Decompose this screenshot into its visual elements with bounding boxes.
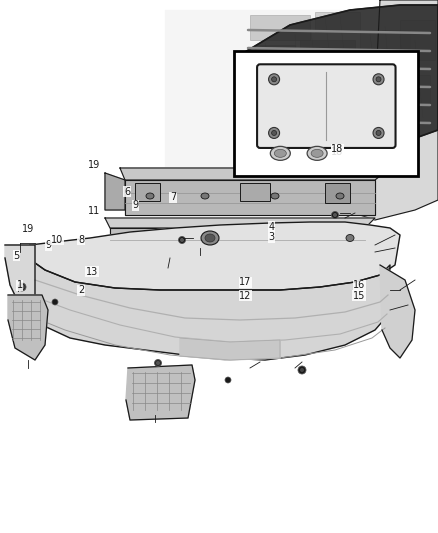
Ellipse shape [20,285,24,289]
Bar [265,80,310,105]
Bar [315,12,360,32]
Text: 15: 15 [353,291,365,301]
Ellipse shape [268,127,279,139]
Polygon shape [126,365,195,420]
Ellipse shape [52,299,58,305]
Ellipse shape [268,74,279,85]
Ellipse shape [180,238,184,242]
Ellipse shape [155,359,162,367]
Text: 19: 19 [88,160,100,170]
Bar [380,75,430,105]
Bar [300,40,355,68]
Text: 9: 9 [133,200,139,210]
Bar [325,183,350,203]
Bar [255,45,295,75]
Bar [250,15,310,40]
Ellipse shape [274,149,286,157]
Polygon shape [380,265,415,358]
Polygon shape [8,295,48,360]
Bar [135,183,160,201]
Ellipse shape [307,147,327,160]
Ellipse shape [312,69,367,107]
Ellipse shape [271,193,279,199]
Ellipse shape [376,131,381,135]
Text: 12: 12 [239,291,251,301]
Polygon shape [125,180,375,215]
Ellipse shape [272,77,276,82]
Bar [240,183,270,201]
Polygon shape [105,218,375,228]
Ellipse shape [270,147,290,160]
Text: 6: 6 [124,187,130,197]
Ellipse shape [156,361,160,365]
Ellipse shape [300,368,304,372]
Ellipse shape [201,193,209,199]
Ellipse shape [298,366,306,374]
Ellipse shape [201,231,219,245]
Text: 16: 16 [353,280,365,290]
Text: 19: 19 [22,224,35,234]
Ellipse shape [179,237,186,244]
Ellipse shape [336,193,344,199]
Bar [400,20,435,60]
Text: 1: 1 [17,280,23,290]
Polygon shape [25,222,400,290]
Polygon shape [5,245,35,325]
Text: 18: 18 [331,147,343,157]
Text: 18: 18 [331,144,343,154]
Text: 8: 8 [78,235,84,245]
Text: 7: 7 [170,192,176,202]
Polygon shape [120,168,390,180]
Text: 4: 4 [268,222,275,231]
Bar [234,51,418,176]
Text: 3: 3 [268,232,275,242]
Ellipse shape [332,212,339,219]
Text: 11: 11 [88,206,100,215]
Ellipse shape [18,283,26,291]
Ellipse shape [333,213,337,217]
Ellipse shape [311,149,323,157]
Ellipse shape [373,127,384,139]
Text: 13: 13 [86,267,98,277]
Ellipse shape [225,377,231,383]
Polygon shape [180,338,280,360]
Ellipse shape [146,193,154,199]
FancyBboxPatch shape [257,64,396,148]
Text: 2: 2 [78,286,84,295]
Ellipse shape [346,235,354,241]
Polygon shape [105,173,125,210]
Ellipse shape [205,234,215,242]
Text: 17: 17 [239,278,251,287]
Ellipse shape [272,131,276,135]
Text: 5: 5 [14,251,20,261]
Ellipse shape [373,74,384,85]
Bar [360,30,410,65]
Polygon shape [165,10,438,200]
Polygon shape [22,258,390,360]
Ellipse shape [376,77,381,82]
Text: 10: 10 [51,235,63,245]
Polygon shape [355,0,438,220]
Polygon shape [110,228,365,255]
Text: 9: 9 [45,240,51,250]
Polygon shape [235,5,438,150]
